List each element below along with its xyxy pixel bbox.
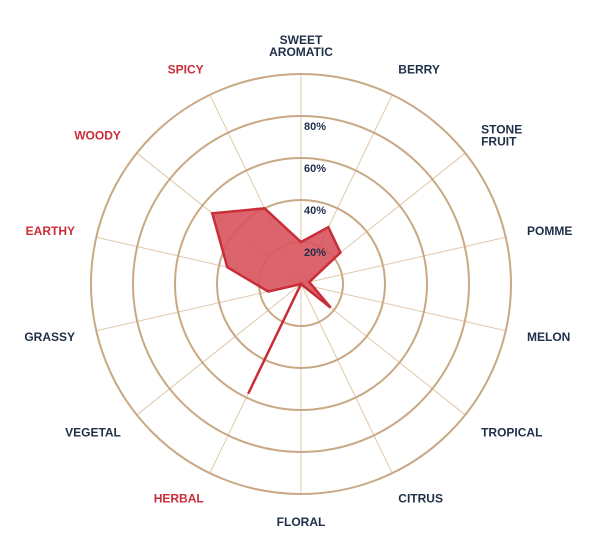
axis-label: EARTHY	[26, 224, 75, 238]
axis-label: VEGETAL	[65, 425, 121, 439]
spoke-line	[300, 236, 506, 285]
tick-label: 40%	[304, 205, 326, 217]
axis-label: MELON	[527, 330, 570, 344]
axis-label: CITRUS	[398, 491, 443, 505]
spoke-line	[300, 283, 393, 474]
grid-ring	[174, 157, 428, 411]
grid-ring	[216, 199, 386, 369]
axis-label: SWEET AROMATIC	[269, 33, 333, 59]
tick-label: 80%	[304, 121, 326, 133]
spoke-line	[300, 283, 506, 332]
tick-label: 60%	[304, 163, 326, 175]
axis-label: HERBAL	[154, 491, 204, 505]
radar-series	[210, 207, 342, 395]
axis-label: TROPICAL	[481, 425, 542, 439]
grid-ring	[90, 73, 512, 495]
grid-ring	[132, 115, 470, 453]
axis-label: POMME	[527, 224, 572, 238]
axis-labels: SWEET AROMATIC BERRY STONE FRUIT POMME MELON TR…	[24, 33, 572, 529]
axis-label: BERRY	[398, 63, 440, 77]
axis-label: WOODY	[74, 129, 121, 143]
axis-label: SPICY	[168, 63, 204, 77]
axis-label: STONE FRUIT	[481, 123, 522, 149]
axis-label: GRASSY	[24, 330, 75, 344]
series-area	[210, 207, 342, 395]
spoke-line	[136, 283, 302, 416]
tick-label: 20%	[304, 247, 326, 259]
axis-label: FLORAL	[277, 515, 326, 529]
radial-tick-labels: 20% 40% 60% 80%	[304, 121, 326, 259]
